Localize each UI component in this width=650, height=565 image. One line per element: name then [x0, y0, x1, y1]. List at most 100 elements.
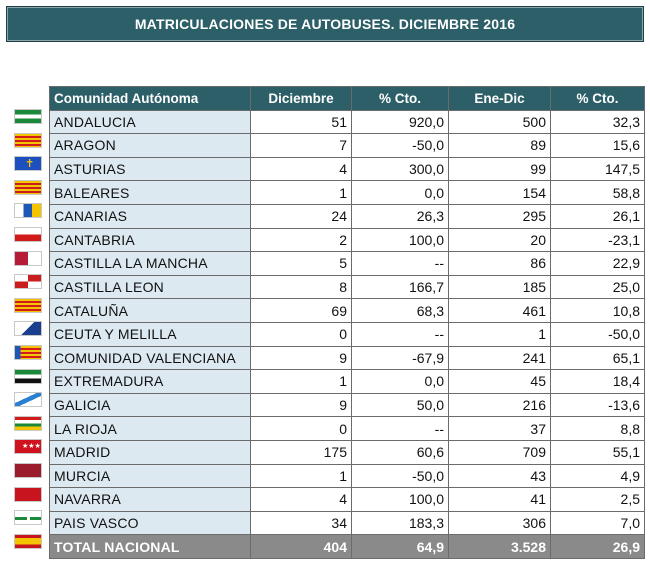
cto-ene-dic-value: 25,0 [550, 274, 645, 300]
region-name: MADRID [49, 439, 251, 465]
canarias-flag-icon [14, 203, 42, 219]
ene-dic-value: 1 [448, 321, 551, 347]
table-row: NAVARRA 4 100,0 41 2,5 [49, 487, 645, 512]
cto-ene-dic-value: 32,3 [550, 109, 645, 135]
cto-diciembre-value: 60,6 [351, 439, 449, 465]
diciembre-value: 9 [250, 392, 352, 418]
cto-ene-dic-value: 58,8 [550, 180, 645, 205]
table-row: ANDALUCIA 51 920,0 500 32,3 [49, 109, 645, 135]
cto-ene-dic-value: 55,1 [550, 439, 645, 465]
cto-ene-dic-value: 22,9 [550, 251, 645, 276]
diciembre-value: 7 [250, 133, 352, 158]
cto-diciembre-value: 0,0 [351, 180, 449, 205]
ene-dic-value: 43 [448, 463, 551, 489]
navarra-flag-icon [14, 486, 42, 502]
table-row: ARAGON 7 -50,0 89 15,6 [49, 133, 645, 158]
ene-dic-value: 45 [448, 369, 551, 394]
ceuta-melilla-flag-icon [14, 321, 42, 337]
table-row: CASTILLA LEON 8 166,7 185 25,0 [49, 274, 645, 300]
flag-column: ✝ ★★★ [14, 109, 44, 557]
cto-diciembre-value: -67,9 [351, 345, 449, 371]
ene-dic-value: 306 [448, 510, 551, 536]
cto-ene-dic-value: 8,8 [550, 416, 645, 441]
andalucia-flag-icon [14, 109, 42, 124]
region-name: CASTILLA LEON [49, 274, 251, 300]
diciembre-value: 1 [250, 369, 352, 394]
table-row: CASTILLA LA MANCHA 5 -- 86 22,9 [49, 251, 645, 276]
header-ene-dic: Ene-Dic [448, 86, 551, 111]
ene-dic-value: 3.528 [448, 534, 551, 559]
region-name: TOTAL NACIONAL [49, 534, 251, 559]
cto-diciembre-value: 166,7 [351, 274, 449, 300]
galicia-flag-icon [14, 392, 42, 408]
cto-diciembre-value: 0,0 [351, 369, 449, 394]
header-comunidad: Comunidad Autónoma [49, 86, 251, 111]
cto-diciembre-value: -50,0 [351, 133, 449, 158]
cto-ene-dic-value: 147,5 [550, 156, 645, 182]
diciembre-value: 0 [250, 416, 352, 441]
cantabria-flag-icon [14, 226, 42, 242]
ene-dic-value: 216 [448, 392, 551, 418]
region-name: PAIS VASCO [49, 510, 251, 536]
table-row: LA RIOJA 0 -- 37 8,8 [49, 416, 645, 441]
table-row: COMUNIDAD VALENCIANA 9 -67,9 241 65,1 [49, 345, 645, 371]
ene-dic-value: 37 [448, 416, 551, 441]
diciembre-value: 4 [250, 487, 352, 512]
castilla-la-mancha-flag-icon [14, 250, 42, 266]
diciembre-value: 24 [250, 203, 352, 229]
report-title: MATRICULACIONES DE AUTOBUSES. DICIEMBRE … [6, 6, 644, 42]
cto-diciembre-value: 100,0 [351, 487, 449, 512]
region-name: BALEARES [49, 180, 251, 205]
diciembre-value: 0 [250, 321, 352, 347]
table-row: EXTREMADURA 1 0,0 45 18,4 [49, 369, 645, 394]
table-row: MURCIA 1 -50,0 43 4,9 [49, 463, 645, 489]
pais-vasco-flag-icon [14, 510, 42, 526]
madrid-flag-icon: ★★★ [14, 439, 42, 455]
cto-ene-dic-value: -50,0 [550, 321, 645, 347]
cto-diciembre-value: 64,9 [351, 534, 449, 559]
header-diciembre: Diciembre [250, 86, 352, 111]
cto-ene-dic-value: -23,1 [550, 227, 645, 253]
region-name: LA RIOJA [49, 416, 251, 441]
ene-dic-value: 41 [448, 487, 551, 512]
table-row: MADRID 175 60,6 709 55,1 [49, 439, 645, 465]
cto-diciembre-value: -- [351, 416, 449, 441]
cto-diciembre-value: 183,3 [351, 510, 449, 536]
region-name: CANTABRIA [49, 227, 251, 253]
cto-diciembre-value: 920,0 [351, 109, 449, 135]
cto-diciembre-value: 100,0 [351, 227, 449, 253]
ene-dic-value: 154 [448, 180, 551, 205]
diciembre-value: 1 [250, 463, 352, 489]
region-name: CANARIAS [49, 203, 251, 229]
cto-ene-dic-value: 4,9 [550, 463, 645, 489]
cataluna-flag-icon [14, 297, 42, 313]
cto-ene-dic-value: 7,0 [550, 510, 645, 536]
cto-ene-dic-value: 18,4 [550, 369, 645, 394]
region-name: ASTURIAS [49, 156, 251, 182]
baleares-flag-icon [14, 179, 42, 195]
table-row: CATALUÑA 69 68,3 461 10,8 [49, 298, 645, 323]
ene-dic-value: 500 [448, 109, 551, 135]
asturias-flag-icon: ✝ [14, 156, 42, 172]
diciembre-value: 5 [250, 251, 352, 276]
region-name: MURCIA [49, 463, 251, 489]
table-row: ASTURIAS 4 300,0 99 147,5 [49, 156, 645, 182]
cto-ene-dic-value: 10,8 [550, 298, 645, 323]
region-name: CATALUÑA [49, 298, 251, 323]
cto-diciembre-value: 300,0 [351, 156, 449, 182]
castilla-leon-flag-icon [14, 274, 42, 290]
table-row: PAIS VASCO 34 183,3 306 7,0 [49, 510, 645, 536]
region-name: CASTILLA LA MANCHA [49, 251, 251, 276]
ene-dic-value: 20 [448, 227, 551, 253]
diciembre-value: 9 [250, 345, 352, 371]
ene-dic-value: 185 [448, 274, 551, 300]
table-row: BALEARES 1 0,0 154 58,8 [49, 180, 645, 205]
cto-ene-dic-value: 65,1 [550, 345, 645, 371]
cto-diciembre-value: -- [351, 251, 449, 276]
header-cto-ene-dic: % Cto. [550, 86, 645, 111]
total-row: TOTAL NACIONAL 404 64,9 3.528 26,9 [49, 534, 645, 559]
ene-dic-value: 99 [448, 156, 551, 182]
cto-ene-dic-value: -13,6 [550, 392, 645, 418]
diciembre-value: 175 [250, 439, 352, 465]
header-cto-diciembre: % Cto. [351, 86, 449, 111]
